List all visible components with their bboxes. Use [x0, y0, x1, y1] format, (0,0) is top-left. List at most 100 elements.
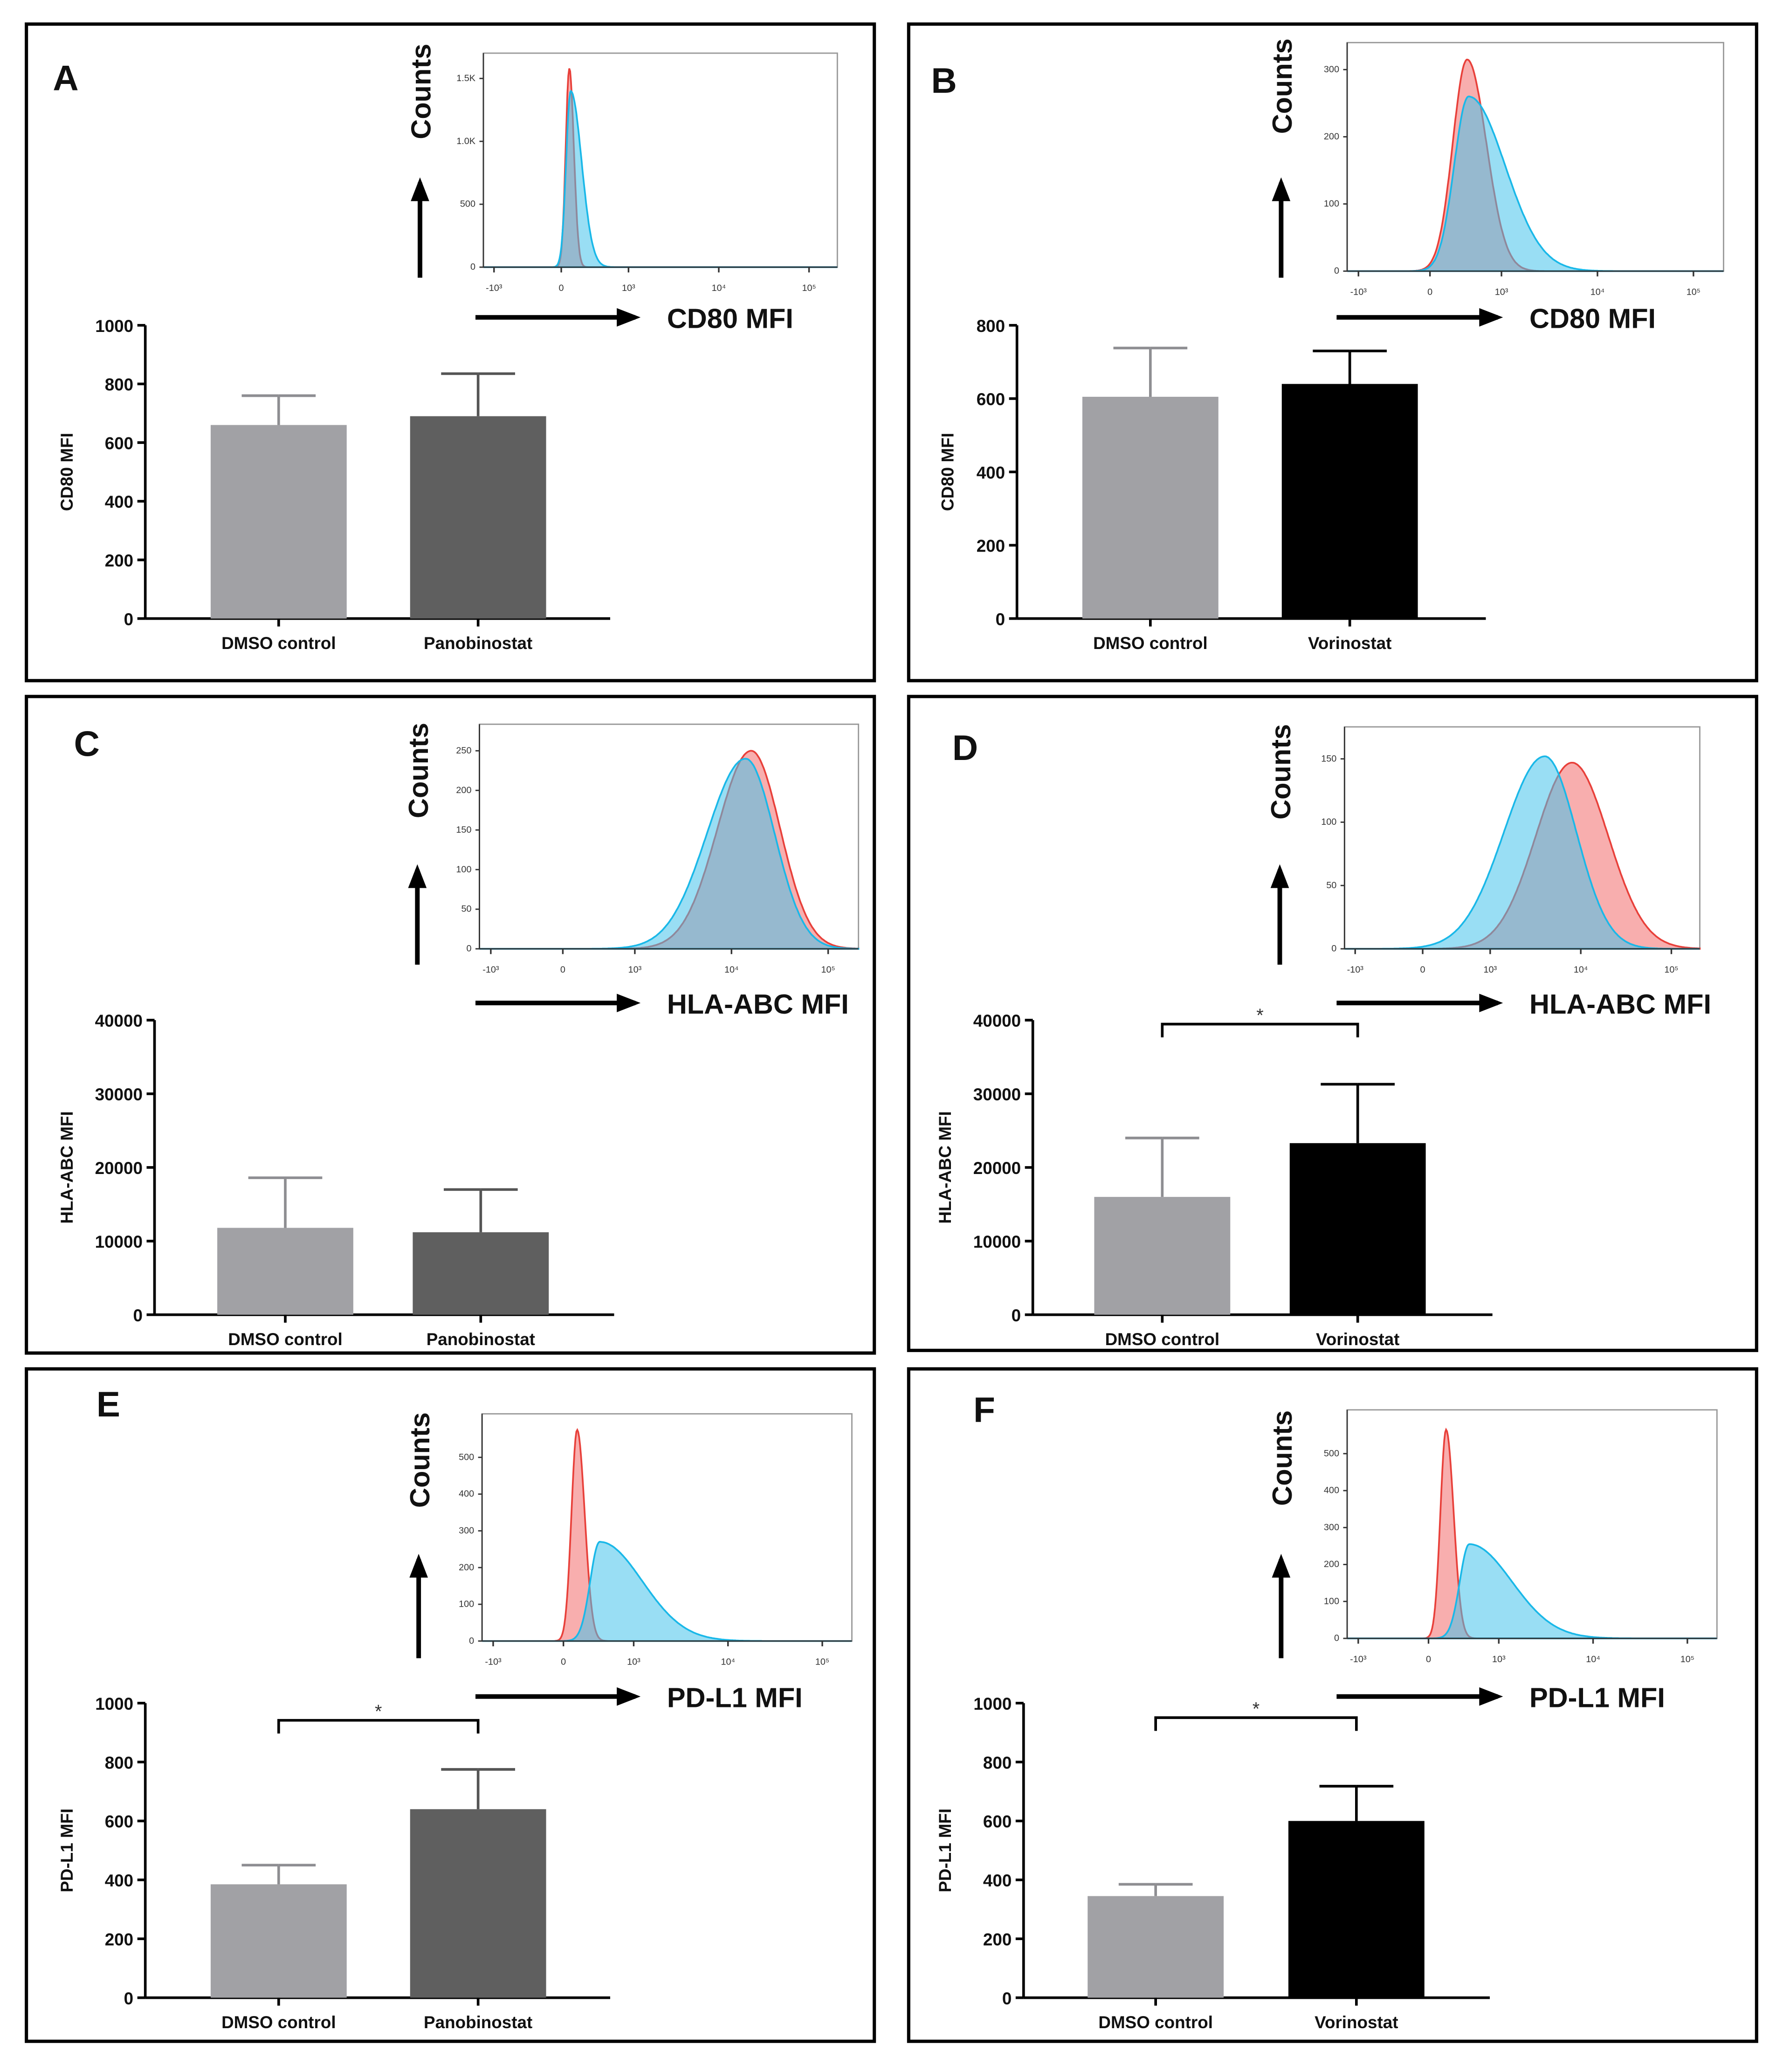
panel-c-histogram-xtick-label: 0 [560, 965, 565, 975]
panel-e-histogram-y-label: Counts [404, 1412, 435, 1508]
panel-f-histogram-xtick-label: 10⁴ [1586, 1654, 1600, 1665]
panel-e-significance-bracket [277, 1719, 480, 1734]
panel-d-significance-bracket [1161, 1022, 1359, 1037]
panel-d-histogram-ytick-label: 100 [1321, 817, 1336, 827]
panel-b-frame [907, 22, 1758, 683]
panel-f-histogram-xtick-label: 10⁵ [1680, 1654, 1694, 1665]
panel-d-category-label: Vorinostat [1316, 1330, 1399, 1349]
panel-a-histogram-xtick-label: 10⁴ [712, 283, 726, 293]
panel-f-histogram-xtick-label: 0 [1426, 1654, 1431, 1665]
panel-b-histogram-xtick-label: 0 [1427, 287, 1432, 297]
panel-f-ytick-label: 400 [983, 1871, 1012, 1890]
panel-e-significance-star: * [375, 1701, 382, 1722]
panel-a-bar-control [210, 425, 347, 619]
panel-c-histogram-ytick-label: 50 [461, 904, 471, 914]
panel-d-mfi-arrow-head [1479, 994, 1503, 1012]
panel-d-histogram-y-label: Counts [1265, 724, 1296, 820]
panel-e-counts-arrow-head [409, 1554, 428, 1578]
panel-c-histogram-ytick-label: 250 [456, 746, 471, 756]
panel-f-mfi-arrow-head [1479, 1687, 1503, 1706]
panel-d-category-label: DMSO control [1105, 1330, 1220, 1349]
panel-a-histogram-xtick-label: 10⁵ [802, 283, 816, 293]
panel-d-histogram-xtick-label: 10³ [1483, 965, 1497, 975]
panel-b-histogram-xtick-label: 10³ [1495, 287, 1508, 297]
panel-f-histogram-x-label: PD-L1 MFI [1529, 1682, 1665, 1713]
panel-e-histogram-ytick-label: 400 [459, 1489, 474, 1499]
panel-f-histogram-ytick-label: 200 [1324, 1559, 1339, 1569]
panel-b-histogram-ytick-label: 100 [1324, 199, 1339, 209]
panel-e-ytick-label: 200 [105, 1930, 133, 1949]
panel-d-counts-arrow-head [1270, 864, 1289, 888]
panel-d-histogram-xtick-label: 10⁴ [1574, 965, 1588, 975]
panel-d-y-label: HLA-ABC MFI [936, 1111, 955, 1223]
panel-d-letter: D [952, 728, 978, 768]
panel-a-category-label: Panobinostat [424, 634, 532, 653]
panel-b-y-label: CD80 MFI [938, 433, 957, 511]
panel-d-ytick-label: 40000 [973, 1011, 1021, 1030]
panel-f-ytick-label: 200 [983, 1930, 1012, 1949]
panel-e-histogram-xtick-label: 10⁴ [721, 1657, 735, 1667]
panel-c-ytick-label: 10000 [95, 1232, 143, 1251]
panel-a-ytick-label: 600 [105, 434, 133, 453]
panel-e-histogram-ytick-label: 200 [459, 1562, 474, 1573]
panel-b-histogram-frame [1346, 41, 1724, 272]
panel-b-mfi-arrow-head [1479, 308, 1503, 327]
panel-e-ytick-label: 800 [105, 1753, 133, 1772]
panel-e-letter: E [96, 1385, 120, 1424]
panel-b-histogram-ytick-label: 300 [1324, 64, 1339, 75]
panel-e-histogram-ytick-label: 500 [459, 1452, 474, 1462]
panel-b-ytick-label: 0 [996, 610, 1005, 629]
panel-f-frame [907, 1367, 1758, 2043]
panel-c-letter: C [74, 724, 100, 764]
panel-f-histogram-ytick-label: 0 [1334, 1633, 1339, 1644]
panel-b-histogram-xtick-label: 10⁵ [1687, 287, 1700, 297]
panel-c-category-label: Panobinostat [427, 1330, 535, 1349]
panel-c-mfi-arrow-head [617, 994, 641, 1012]
panel-d-ytick-label: 10000 [973, 1232, 1021, 1251]
panel-e-histogram-x-label: PD-L1 MFI [667, 1682, 803, 1713]
panel-a-ytick-label: 800 [105, 375, 133, 394]
panel-c-histogram-xtick-label: 10⁵ [821, 965, 835, 975]
panel-e-frame [25, 1367, 876, 2043]
panel-b-bar-treated [1281, 384, 1418, 619]
panel-d-significance-star: * [1256, 1005, 1263, 1026]
panel-d-histogram-ytick-label: 150 [1321, 753, 1336, 764]
panel-e-histogram-frame [481, 1413, 853, 1642]
panel-f-category-label: Vorinostat [1315, 2013, 1398, 2032]
panel-a-letter: A [53, 58, 78, 98]
panel-e-bar-treated [410, 1809, 546, 1998]
panel-f-ytick-label: 1000 [973, 1694, 1012, 1713]
panel-a-ytick-label: 200 [105, 551, 133, 570]
panel-c-histogram-y-label: Counts [403, 723, 434, 818]
panel-c-bar-control [217, 1228, 353, 1315]
panel-f-significance-bracket [1154, 1716, 1358, 1731]
panel-b-histogram-xtick-label: 10⁴ [1590, 287, 1605, 297]
panel-c-bar-treated [413, 1232, 549, 1315]
panel-a-frame [25, 22, 876, 683]
panel-f-counts-arrow-head [1272, 1554, 1291, 1578]
panel-a-histogram-ytick-label: 1.0K [456, 136, 475, 146]
panel-e-histogram-ytick-label: 300 [459, 1526, 474, 1536]
panel-f-significance-star: * [1253, 1699, 1260, 1719]
panel-a-histogram-xtick-label: 0 [559, 283, 564, 293]
panel-a-histogram-ytick-label: 500 [460, 199, 475, 209]
panel-d-bar-control [1094, 1197, 1231, 1315]
panel-f-bar-control [1088, 1896, 1224, 1998]
panel-e-ytick-label: 600 [105, 1812, 133, 1831]
panel-b-ytick-label: 600 [977, 390, 1005, 409]
panel-d-histogram-xtick-label: 0 [1420, 965, 1425, 975]
panel-d-ytick-label: 0 [1012, 1306, 1021, 1325]
panel-b-bar-control [1082, 396, 1218, 619]
panel-c-category-label: DMSO control [228, 1330, 343, 1349]
panel-a-ytick-label: 1000 [95, 317, 133, 336]
panel-d-ytick-label: 20000 [973, 1159, 1021, 1178]
panel-f-histogram-ytick-label: 400 [1324, 1485, 1339, 1496]
panel-c-histogram-ytick-label: 200 [456, 785, 471, 795]
panel-d-bar-treated [1289, 1143, 1426, 1315]
panel-e-histogram-xtick-label: -10³ [485, 1657, 502, 1667]
panel-d-ytick-label: 30000 [973, 1085, 1021, 1104]
panel-d-frame [907, 695, 1758, 1352]
panel-a-histogram-ytick-label: 0 [470, 262, 475, 272]
panel-f-y-label: PD-L1 MFI [936, 1809, 955, 1892]
